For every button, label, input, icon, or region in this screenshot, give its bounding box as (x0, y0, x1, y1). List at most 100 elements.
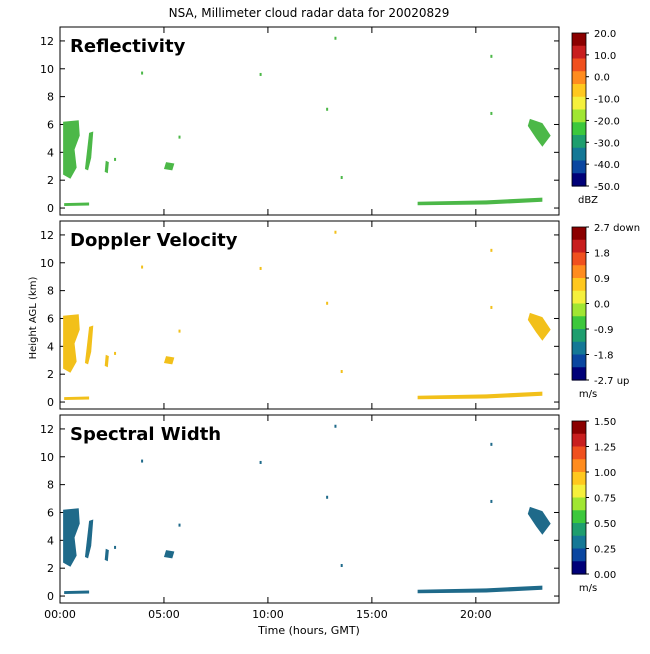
colorbar-band (572, 367, 586, 381)
colorbar-label: -20.0 (594, 116, 620, 127)
x-tick-label: 15:00 (356, 608, 388, 621)
echo-speck (490, 499, 493, 503)
colorbar-label: 0.25 (594, 545, 616, 556)
colorbar-label: -10.0 (594, 95, 620, 106)
panel-frame (59, 414, 560, 604)
y-tick-label: 0 (47, 396, 54, 409)
cloud-echo-surface-layer (417, 585, 543, 594)
x-tick-label: 05:00 (148, 608, 180, 621)
colorbar-band (572, 96, 586, 111)
cloud-echo-surface-early (64, 396, 90, 400)
y-tick-label: 8 (47, 285, 54, 298)
echo-speck (259, 266, 262, 270)
echo-speck (334, 424, 337, 428)
y-tick-label: 2 (47, 562, 54, 575)
colorbar-band (572, 160, 586, 174)
colorbar-label: -1.8 (594, 351, 614, 362)
cloud-echo-small (104, 160, 109, 174)
y-tick-label: 8 (47, 479, 54, 492)
y-tick-label: 12 (40, 35, 54, 48)
panel-title: Reflectivity (70, 36, 186, 57)
colorbar-label: -30.0 (594, 138, 620, 149)
colorbar-band (572, 252, 586, 266)
panel-title: Spectral Width (70, 424, 221, 445)
echo-speck (259, 460, 262, 464)
colorbar-band (572, 329, 586, 343)
echo-speck (114, 157, 117, 161)
y-tick-label: 10 (40, 63, 54, 76)
y-tick-label: 12 (40, 229, 54, 242)
colorbar-band (572, 227, 586, 241)
cloud-echo-late (527, 312, 551, 341)
cloud-echo-surface-early (64, 202, 90, 206)
colorbar-label: 1.50 (594, 417, 616, 428)
echo-speck (141, 71, 144, 75)
y-axis-label: Height AGL (km) (28, 277, 39, 360)
echo-speck (490, 442, 493, 446)
panel-2: Spectral Width 0 2 4 6 8 10 12 00:00 05:00 10:00 15… (40, 414, 616, 621)
cloud-echo-surface-layer (417, 391, 543, 400)
echo-speck (490, 248, 493, 252)
y-tick-label: 2 (47, 368, 54, 381)
colorbar-band (572, 265, 586, 279)
colorbar-band (572, 497, 586, 511)
echo-speck (340, 176, 343, 180)
panel-frame (59, 26, 560, 216)
echo-speck (259, 72, 262, 76)
colorbar-label: -50.0 (594, 182, 620, 193)
colorbar-label: 20.0 (594, 29, 616, 40)
y-tick-label: 6 (47, 506, 54, 519)
colorbar-band (572, 472, 586, 486)
echo-speck (326, 301, 329, 305)
cloud-echo-early (63, 120, 80, 179)
panel-frame (59, 220, 560, 410)
panels: Reflectivity02468101220.010.00.0-10.0-20… (40, 26, 640, 621)
y-tick-label: 10 (40, 257, 54, 270)
cloud-echo-05h (163, 356, 175, 365)
y-tick-label: 12 (40, 423, 54, 436)
echo-speck (326, 495, 329, 499)
colorbar-label: 0.00 (594, 570, 616, 581)
colorbar-label: 0.0 (594, 73, 610, 84)
y-tick-label: 4 (47, 534, 54, 547)
colorbar-band (572, 446, 586, 460)
x-axis-label: Time (hours, GMT) (257, 624, 360, 637)
echo-speck (334, 36, 337, 40)
echo-speck (490, 305, 493, 309)
y-tick-label: 10 (40, 451, 54, 464)
y-tick-label: 6 (47, 312, 54, 325)
cloud-echo-early (63, 314, 80, 373)
echo-speck (178, 523, 181, 527)
colorbar-band (572, 510, 586, 524)
colorbar-band (572, 484, 586, 499)
colorbar-label: 0.0 (594, 300, 610, 311)
colorbar-band (572, 45, 586, 60)
colorbar-label: 0.9 (594, 274, 610, 285)
y-tick-label: 0 (47, 202, 54, 215)
colorbar-band (572, 303, 586, 317)
echo-speck (334, 230, 337, 234)
colorbar-band (572, 561, 586, 575)
colorbar-band (572, 239, 586, 254)
y-tick-label: 8 (47, 91, 54, 104)
colorbar-band (572, 354, 586, 368)
cloud-echo-surface-early (64, 590, 90, 594)
cloud-echo-05h (163, 162, 175, 171)
echo-speck (340, 370, 343, 374)
echo-speck (178, 329, 181, 333)
cloud-echo-late (527, 506, 551, 535)
colorbar-band (572, 523, 586, 537)
colorbar-band (572, 316, 586, 330)
colorbar-label: -0.9 (594, 325, 614, 336)
echo-speck (178, 135, 181, 139)
colorbar-label: 10.0 (594, 51, 616, 62)
colorbar-units: dBZ (578, 195, 598, 206)
colorbar-band (572, 290, 586, 305)
echo-speck (141, 459, 144, 463)
colorbar-label: 1.8 (594, 249, 610, 260)
colorbar-band (572, 71, 586, 85)
colorbar-label: 0.75 (594, 494, 616, 505)
colorbar-band (572, 33, 586, 47)
figure-title: NSA, Millimeter cloud radar data for 200… (169, 6, 450, 20)
y-tick-label: 4 (47, 146, 54, 159)
